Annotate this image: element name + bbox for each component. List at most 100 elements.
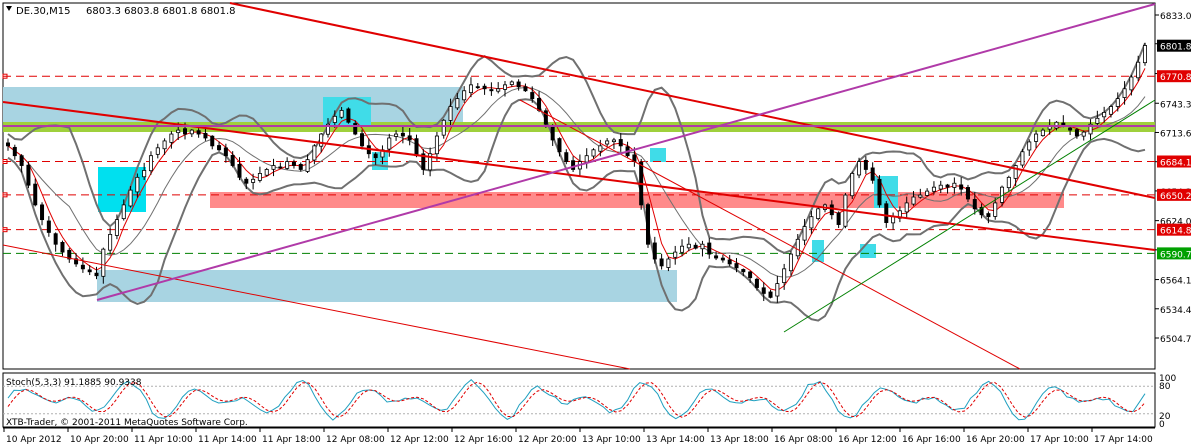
- main-plot-frame: [2, 2, 1156, 370]
- time-tick-label: 12 Apr 12:00: [390, 435, 449, 445]
- candle-body: [925, 190, 930, 196]
- candle-body: [46, 220, 51, 233]
- candle-body: [761, 287, 766, 294]
- time-tick-label: 12 Apr 20:00: [518, 435, 577, 445]
- candle-body: [598, 145, 603, 152]
- candle-body: [496, 88, 501, 92]
- candle-body: [33, 183, 38, 206]
- candle-body: [714, 255, 719, 259]
- candle-body: [707, 242, 712, 255]
- candle-body: [407, 135, 412, 141]
- candle-body: [210, 135, 215, 147]
- price-tick-label: 6743.3: [1160, 100, 1192, 110]
- trendlines-layer: [2, 2, 1156, 370]
- trendline-green: [783, 99, 1156, 333]
- candle-body: [884, 203, 889, 223]
- candle-body: [1027, 141, 1032, 151]
- price-tick-label: 6564.1: [1160, 277, 1192, 287]
- candle-body: [795, 238, 800, 257]
- time-tick-label: 11 Apr 10:00: [134, 435, 193, 445]
- candle-body: [26, 164, 31, 186]
- candle-body: [530, 92, 535, 100]
- candle-body: [421, 153, 426, 170]
- candle-body: [346, 108, 351, 123]
- candle-body: [931, 186, 936, 192]
- candle-body: [6, 142, 11, 147]
- candle-body: [516, 81, 521, 88]
- price-level-tag-label: 6590.7: [1160, 250, 1192, 260]
- time-tick-label: 10 Apr 20:00: [70, 435, 129, 445]
- price-level-marker: [2, 158, 8, 164]
- candle-body: [1040, 129, 1045, 137]
- candle-body: [1102, 112, 1107, 118]
- last-price-label: 6801.8: [1160, 43, 1192, 53]
- candle-body: [298, 163, 303, 170]
- candle-body: [339, 110, 344, 118]
- candle-body: [1136, 61, 1141, 79]
- price-level-tag: [1157, 247, 1191, 260]
- price-level-marker: [2, 73, 8, 79]
- candle-body: [645, 204, 650, 245]
- candle-body: [67, 249, 72, 260]
- candle-body: [468, 84, 473, 94]
- trendline-red-lower: [2, 244, 631, 370]
- price-level-marker: [2, 227, 8, 233]
- stoch-main-line: [7, 379, 1146, 421]
- candle-body: [897, 210, 902, 219]
- candle-body: [1095, 117, 1100, 124]
- candle-body: [537, 98, 542, 111]
- candle-body: [802, 226, 807, 241]
- candle-body: [986, 213, 991, 218]
- candle-body: [734, 263, 739, 269]
- candle-body: [114, 219, 119, 236]
- candle-body: [584, 155, 589, 163]
- candle-body: [80, 264, 85, 270]
- candle-body: [53, 233, 58, 245]
- price-level-tag-label: 6650.2: [1160, 192, 1192, 202]
- time-tick-label: 10 Apr 2012: [6, 435, 62, 445]
- candle-body: [666, 258, 671, 268]
- candle-body: [564, 152, 569, 162]
- candle-body: [291, 161, 296, 166]
- price-tick-label: 6624.0: [1160, 218, 1192, 228]
- candle-body: [462, 90, 467, 101]
- stoch-level-80: 80: [1159, 382, 1171, 392]
- time-tick-label: 16 Apr 08:00: [774, 435, 833, 445]
- time-tick-label: 11 Apr 18:00: [262, 435, 321, 445]
- candle-body: [40, 204, 45, 221]
- candle-body: [836, 212, 841, 225]
- ohlc-values: 6803.3 6803.8 6801.8 6801.8: [86, 6, 236, 17]
- candle-body: [135, 176, 140, 193]
- candle-body: [1122, 88, 1127, 98]
- highlight-box-5: [812, 240, 824, 262]
- candle-body: [230, 154, 235, 166]
- trendline-magenta-rising: [96, 3, 1156, 301]
- stoch-level-0: 0: [1159, 420, 1165, 430]
- candle-body: [162, 140, 167, 150]
- candle-body: [360, 133, 365, 147]
- candle-body: [509, 81, 514, 85]
- candle-body: [87, 269, 92, 273]
- candle-body: [741, 269, 746, 273]
- time-tick-label: 13 Apr 18:00: [710, 435, 769, 445]
- price-level-marker: [2, 192, 8, 198]
- candle-body: [264, 169, 269, 176]
- highlight-box-4: [650, 148, 666, 162]
- chart-header: DE.30,M15 6803.3 6803.8 6801.8 6801.8: [6, 6, 236, 17]
- candle-body: [1129, 76, 1134, 91]
- candle-body: [673, 251, 678, 258]
- candle-body: [863, 159, 868, 170]
- price-level-tag-label: 6684.1: [1160, 158, 1192, 168]
- candle-body: [911, 196, 916, 205]
- candle-body: [271, 165, 276, 170]
- candle-body: [196, 130, 201, 135]
- candle-body: [782, 268, 787, 284]
- price-tick-label: 6504.7: [1160, 335, 1192, 345]
- candle-body: [394, 133, 399, 137]
- candle-body: [959, 184, 964, 190]
- supply-zone: [210, 192, 1064, 208]
- stoch-level-20: 20: [1159, 412, 1171, 422]
- candle-body: [60, 241, 65, 253]
- stoch-level-100: 100: [1159, 374, 1176, 384]
